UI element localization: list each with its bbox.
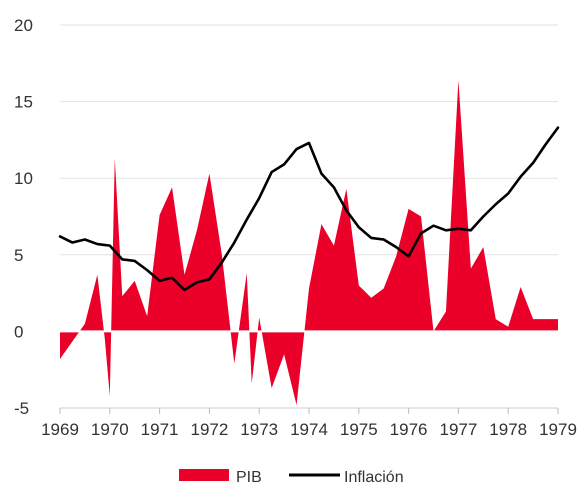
x-tick-label: 1979: [539, 420, 577, 439]
x-tick-label: 1970: [91, 420, 129, 439]
legend-label-pib: PIB: [236, 469, 262, 486]
legend-swatch-pib: [179, 469, 229, 481]
x-tick-label: 1972: [190, 420, 228, 439]
x-tick-label: 1976: [390, 420, 428, 439]
y-tick-label: 15: [14, 93, 33, 112]
y-axis: 20 15 10 5 0 -5: [14, 16, 33, 418]
pib-area: [60, 80, 558, 405]
pib-area-layer: [60, 80, 558, 405]
x-tick-label: 1973: [240, 420, 278, 439]
y-tick-label: 5: [14, 246, 23, 265]
x-tick-label: 1971: [141, 420, 179, 439]
x-tick-label: 1974: [290, 420, 328, 439]
legend-label-inflacion: Inflación: [344, 469, 404, 486]
y-tick-label: 0: [14, 322, 23, 341]
x-tick-label: 1978: [489, 420, 527, 439]
x-tick-label: 1975: [340, 420, 378, 439]
inflacion-line-layer: [58, 126, 560, 292]
y-tick-label: 20: [14, 16, 33, 35]
x-axis: 1969 1970 1971 1972 1973 1974 1975 1976 1977 1978…: [41, 407, 577, 439]
legend: PIB Inflación: [179, 469, 404, 486]
y-tick-label: 10: [14, 169, 33, 188]
x-tick-label: 1977: [439, 420, 477, 439]
x-tick-label: 1969: [41, 420, 79, 439]
y-tick-label: -5: [14, 399, 29, 418]
inflacion-line: [58, 126, 560, 292]
